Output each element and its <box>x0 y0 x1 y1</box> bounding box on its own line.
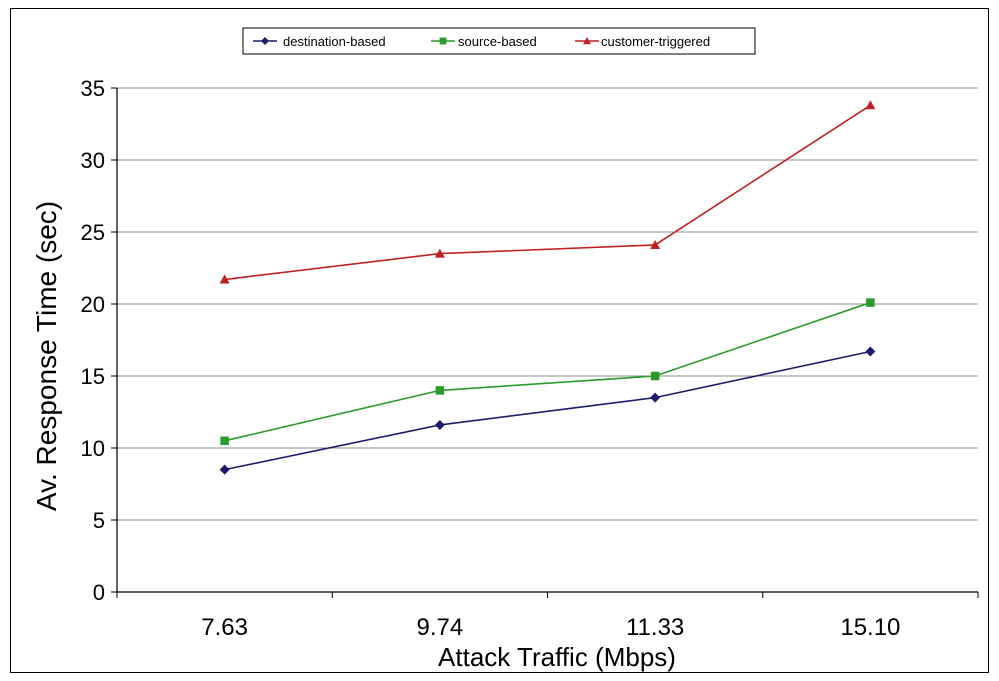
data-point <box>261 37 269 45</box>
data-point <box>434 419 445 430</box>
y-axis-label: Av. Response Time (sec) <box>31 201 62 511</box>
legend-label: customer-triggered <box>601 34 710 49</box>
series-destination-based <box>219 346 876 475</box>
chart-frame: destination-based source-based customer-tr… <box>10 8 989 673</box>
x-tick-labels: 7.63 9.74 11.33 15.10 <box>201 614 900 641</box>
x-tick-label: 11.33 <box>626 614 684 641</box>
y-tick-label: 10 <box>81 436 105 461</box>
series-customer-triggered <box>219 100 876 284</box>
series-line <box>224 350 871 471</box>
x-tick-label: 7.63 <box>201 614 248 641</box>
data-point <box>866 298 875 307</box>
series-line <box>224 104 871 281</box>
y-tick-labels: 0 5 10 15 20 25 30 35 <box>81 76 105 605</box>
legend-item: destination-based <box>253 34 386 49</box>
gridlines <box>117 87 978 521</box>
data-point <box>865 100 876 110</box>
x-tick-label: 9.74 <box>417 614 464 641</box>
y-tick-label: 35 <box>81 76 105 101</box>
legend-box <box>242 27 756 55</box>
data-point <box>650 392 661 403</box>
series-group <box>219 100 876 475</box>
data-point <box>650 239 661 249</box>
data-point <box>865 346 876 357</box>
series-line <box>224 301 871 442</box>
legend-label: source-based <box>458 34 537 49</box>
data-point <box>220 436 229 446</box>
y-tick-label: 15 <box>81 364 105 389</box>
data-point <box>435 386 445 395</box>
y-tick-label: 0 <box>93 580 105 605</box>
legend-item: customer-triggered <box>575 34 710 49</box>
axes <box>111 87 979 598</box>
data-point <box>439 37 447 45</box>
x-tick-label: 15.10 <box>840 614 900 641</box>
legend-label: destination-based <box>283 34 386 49</box>
data-point <box>219 464 230 475</box>
y-tick-label: 25 <box>81 220 105 245</box>
x-axis-label: Attack Traffic (Mbps) <box>438 642 676 672</box>
y-tick-label: 30 <box>81 148 105 173</box>
data-point <box>650 371 660 381</box>
data-point <box>583 37 591 45</box>
series-source-based <box>220 298 875 446</box>
data-point <box>219 274 230 284</box>
legend: destination-based source-based customer-tr… <box>253 34 710 49</box>
y-tick-label: 5 <box>93 508 105 533</box>
y-tick-label: 20 <box>81 292 105 317</box>
data-point <box>434 248 445 258</box>
legend-item: source-based <box>431 34 537 49</box>
line-chart: destination-based source-based customer-tr… <box>31 27 979 672</box>
